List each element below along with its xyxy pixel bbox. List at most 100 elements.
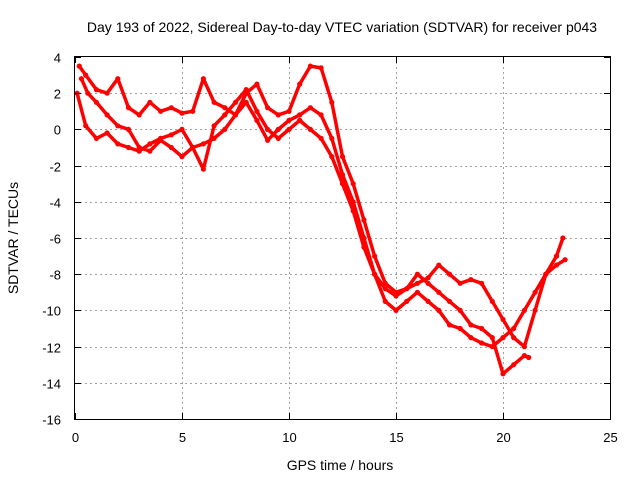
data-point <box>83 72 89 78</box>
data-point <box>286 117 292 123</box>
data-point <box>393 307 399 313</box>
data-point <box>254 108 260 114</box>
data-point <box>147 141 153 147</box>
data-point <box>286 108 292 114</box>
data-point <box>190 108 196 114</box>
data-point <box>125 144 132 151</box>
data-point <box>222 105 228 111</box>
data-point <box>446 322 453 328</box>
y-tick-label: 2 <box>54 87 61 102</box>
data-point <box>511 325 517 332</box>
data-point <box>414 280 420 286</box>
data-point <box>436 289 442 295</box>
data-point <box>275 135 281 141</box>
data-point <box>562 257 568 263</box>
data-point <box>436 307 442 313</box>
chart-title: Day 193 of 2022, Sidereal Day-to-day VTE… <box>87 19 597 35</box>
data-point <box>104 112 110 118</box>
x-axis-label: GPS time / hours <box>287 457 394 473</box>
x-tick-label: 25 <box>603 430 617 445</box>
data-point <box>489 298 495 304</box>
data-point <box>479 340 485 346</box>
series-track-1 <box>76 63 566 350</box>
data-point <box>446 298 453 304</box>
data-point <box>372 271 378 277</box>
data-point <box>526 354 532 361</box>
data-point <box>179 126 185 132</box>
data-point <box>532 289 538 295</box>
x-tick-label: 20 <box>496 430 510 445</box>
data-point <box>115 141 121 147</box>
data-point <box>179 154 185 160</box>
data-point <box>339 181 346 187</box>
data-point <box>307 105 313 111</box>
data-point <box>115 76 121 82</box>
data-point <box>500 371 506 377</box>
data-point <box>329 154 335 160</box>
data-point <box>265 126 271 132</box>
data-point <box>136 148 142 154</box>
y-tick-label: -10 <box>42 304 61 319</box>
data-point <box>468 335 474 341</box>
data-point <box>222 126 228 132</box>
y-tick-label: -4 <box>49 196 61 211</box>
data-point <box>147 99 153 105</box>
data-point <box>318 135 324 141</box>
data-point <box>521 353 528 359</box>
data-point <box>329 135 335 141</box>
data-point <box>425 275 431 281</box>
data-point <box>93 135 99 141</box>
data-point <box>318 112 324 118</box>
data-point <box>78 76 84 82</box>
data-point <box>115 123 121 129</box>
data-point <box>521 344 528 350</box>
data-series <box>74 63 568 377</box>
data-point <box>404 298 410 304</box>
data-point <box>511 362 517 368</box>
data-point <box>532 307 538 313</box>
data-point <box>457 307 463 313</box>
data-point <box>479 280 485 286</box>
data-point <box>179 110 185 116</box>
data-point <box>468 322 474 328</box>
y-tick-label: -2 <box>49 160 61 175</box>
data-point <box>275 112 281 118</box>
data-point <box>232 112 239 118</box>
data-point <box>168 132 174 138</box>
plot-frame <box>74 56 611 420</box>
data-point <box>211 99 217 105</box>
data-point <box>489 335 495 341</box>
data-point <box>83 123 89 129</box>
data-point <box>425 298 431 304</box>
data-point <box>222 112 228 118</box>
data-point <box>211 123 217 129</box>
x-tick-label: 5 <box>179 430 186 445</box>
x-tick-label: 0 <box>72 430 79 445</box>
data-point <box>200 141 206 147</box>
data-point <box>93 87 99 93</box>
data-point <box>265 137 271 143</box>
data-point <box>265 105 271 111</box>
data-point <box>76 63 82 69</box>
data-point <box>232 99 239 105</box>
x-tick-label: 10 <box>282 430 296 445</box>
data-point <box>436 262 442 268</box>
series-track-3 <box>74 87 532 377</box>
y-tick-label: -6 <box>49 232 61 247</box>
data-point <box>168 144 174 151</box>
data-point <box>200 76 206 82</box>
data-point <box>446 271 453 277</box>
data-point <box>254 81 260 87</box>
data-point <box>297 112 303 118</box>
data-point <box>136 112 142 118</box>
data-point <box>350 181 356 187</box>
data-point <box>85 90 91 96</box>
data-point <box>147 148 153 154</box>
data-point <box>318 65 324 71</box>
data-point <box>404 286 410 292</box>
data-point <box>479 325 485 332</box>
series-line <box>79 76 567 349</box>
data-point <box>511 335 517 341</box>
